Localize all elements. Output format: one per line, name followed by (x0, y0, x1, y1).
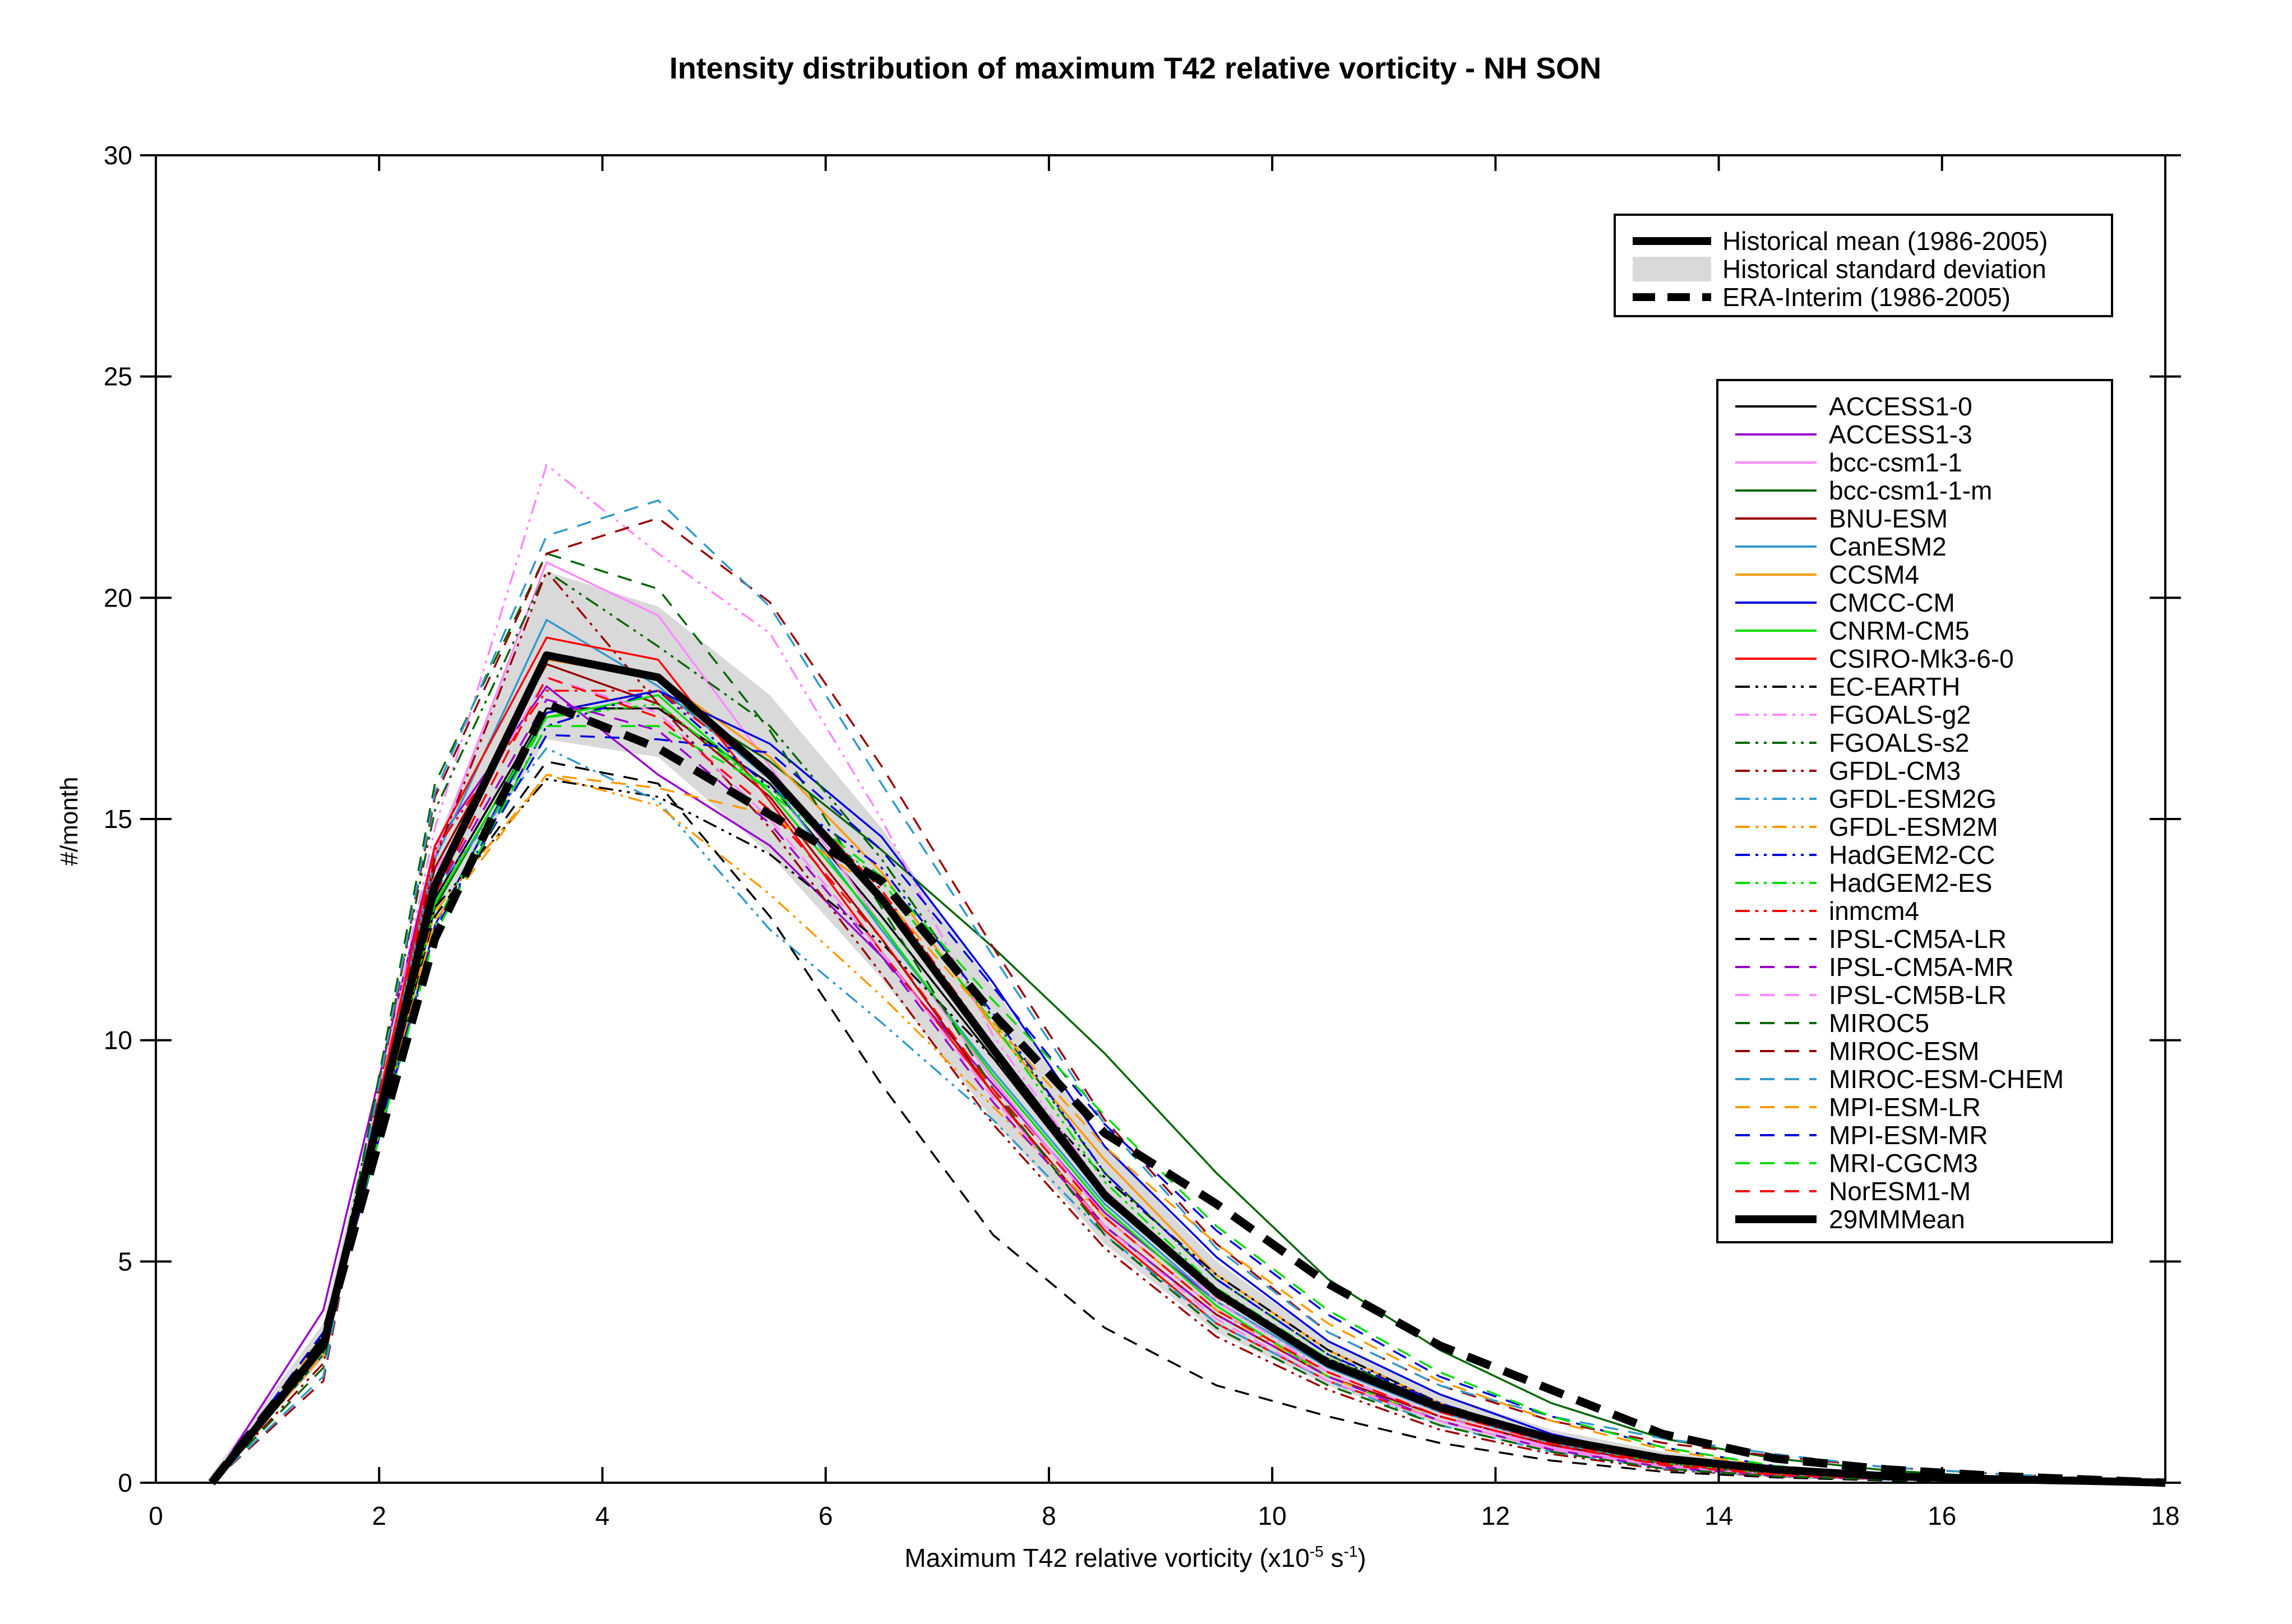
x-axis-label-sup2: -1 (1344, 1543, 1358, 1560)
legend-label-bcc-csm1-1-m: bcc-csm1-1-m (1829, 476, 1992, 505)
x-tick-label-6: 6 (819, 1501, 833, 1530)
y-axis-label: #/month (56, 777, 83, 866)
legend-label-miroc5: MIROC5 (1829, 1008, 1929, 1038)
legend-label-fgoals-s2: FGOALS-s2 (1829, 728, 1970, 757)
legend-layer: Historical mean (1986-2005)Historical st… (1614, 214, 2113, 1243)
legend-label-bcc-csm1-1: bcc-csm1-1 (1829, 448, 1962, 477)
y-tick-label-30: 30 (104, 141, 132, 170)
x-axis-label-mid: s (1324, 1543, 1344, 1572)
x-axis-label-sup1: -5 (1310, 1543, 1324, 1560)
legend-label-mean: 29MMMean (1829, 1205, 1965, 1234)
x-tick-label-0: 0 (149, 1501, 163, 1530)
axes-layer: 0 2 4 6 8 10 12 14 16 18 0 5 10 15 20 25 30 (104, 141, 2181, 1530)
legend-models-box (1716, 379, 2113, 1243)
chart-title: Intensity distribution of maximum T42 re… (669, 52, 1601, 85)
legend-label-miroc-esm: MIROC-ESM (1829, 1037, 1979, 1066)
x-tick-label-14: 14 (1704, 1501, 1733, 1530)
series-line-ipsl-cm5a-lr (211, 760, 2166, 1484)
legend-label-access1-3: ACCESS1-3 (1829, 420, 1972, 449)
legend-label-hadgem2-cc: HadGEM2-CC (1829, 840, 1995, 869)
legend-top-swatch-band (1633, 257, 1711, 281)
legend-models: ACCESS1-0ACCESS1-3bcc-csm1-1bcc-csm1-1-m… (1716, 379, 2113, 1243)
legend-label-mpi-esm-lr: MPI-ESM-LR (1829, 1093, 1981, 1122)
x-tick-label-2: 2 (372, 1501, 386, 1530)
y-tick-label-25: 25 (104, 362, 132, 391)
historical-mean-line (209, 651, 2166, 1487)
y-tick-label-0: 0 (118, 1468, 132, 1497)
legend-label-mri-cgcm3: MRI-CGCM3 (1829, 1149, 1978, 1178)
legend-label-cnrm-cm5: CNRM-CM5 (1829, 616, 1969, 645)
legend-label-fgoals-g2: FGOALS-g2 (1829, 700, 1971, 729)
x-tick-label-16: 16 (1928, 1501, 1956, 1530)
series-line-mpi-esm-mr (211, 734, 2166, 1484)
legend-label-csiro-mk3-6-0: CSIRO-Mk3-6-0 (1829, 644, 2014, 673)
x-tick-label-8: 8 (1042, 1501, 1056, 1530)
series-line-miroc5 (211, 552, 2166, 1484)
x-axis-label-end: ) (1357, 1543, 1366, 1572)
legend-label-cmcc-cm: CMCC-CM (1829, 588, 1955, 617)
x-tick-label-10: 10 (1258, 1501, 1287, 1530)
legend-label-gfdl-esm2m: GFDL-ESM2M (1829, 812, 1998, 841)
legend-label-miroc-esm-chem: MIROC-ESM-CHEM (1829, 1065, 2064, 1094)
x-axis-label-text: Maximum T42 relative vorticity (x10 (904, 1543, 1310, 1572)
y-tick-label-5: 5 (118, 1247, 132, 1276)
legend-label-ipsl-cm5a-mr: IPSL-CM5A-MR (1829, 952, 2014, 982)
legend-top-label-2: ERA-Interim (1986-2005) (1722, 283, 2011, 312)
series-line-mri-cgcm3 (211, 725, 2166, 1484)
legend-top: Historical mean (1986-2005)Historical st… (1614, 214, 2113, 317)
legend-label-gfdl-esm2g: GFDL-ESM2G (1829, 784, 1997, 813)
legend-label-noresm1-m: NorESM1-M (1829, 1177, 1971, 1206)
y-tick-label-10: 10 (104, 1026, 132, 1055)
x-tick-label-18: 18 (2151, 1501, 2179, 1530)
legend-label-hadgem2-es: HadGEM2-ES (1829, 868, 1992, 897)
legend-top-label-0: Historical mean (1986-2005) (1722, 226, 2048, 256)
legend-label-ipsl-cm5a-lr: IPSL-CM5A-LR (1829, 924, 2007, 954)
legend-label-canesm2: CanESM2 (1829, 532, 1947, 561)
legend-label-inmcm4: inmcm4 (1829, 896, 1919, 926)
legend-label-access1-0: ACCESS1-0 (1829, 392, 1972, 421)
x-tick-label-4: 4 (595, 1501, 610, 1530)
era-interim-line (208, 700, 2166, 1487)
mean-layer (208, 651, 2166, 1487)
legend-label-ec-earth: EC-EARTH (1829, 672, 1960, 701)
legend-top-label-1: Historical standard deviation (1722, 255, 2046, 284)
y-tick-label-15: 15 (104, 804, 132, 834)
x-tick-label-12: 12 (1481, 1501, 1510, 1530)
y-tick-label-20: 20 (104, 583, 132, 612)
legend-label-ipsl-cm5b-lr: IPSL-CM5B-LR (1829, 980, 2007, 1010)
legend-label-bnu-esm: BNU-ESM (1829, 504, 1948, 533)
legend-label-mpi-esm-mr: MPI-ESM-MR (1829, 1121, 1988, 1150)
x-axis-label: Maximum T42 relative vorticity (x10-5 s-… (904, 1543, 1366, 1572)
legend-label-gfdl-cm3: GFDL-CM3 (1829, 756, 1961, 785)
legend-label-ccsm4: CCSM4 (1829, 560, 1919, 589)
series-line-ec-earth (211, 778, 2166, 1484)
